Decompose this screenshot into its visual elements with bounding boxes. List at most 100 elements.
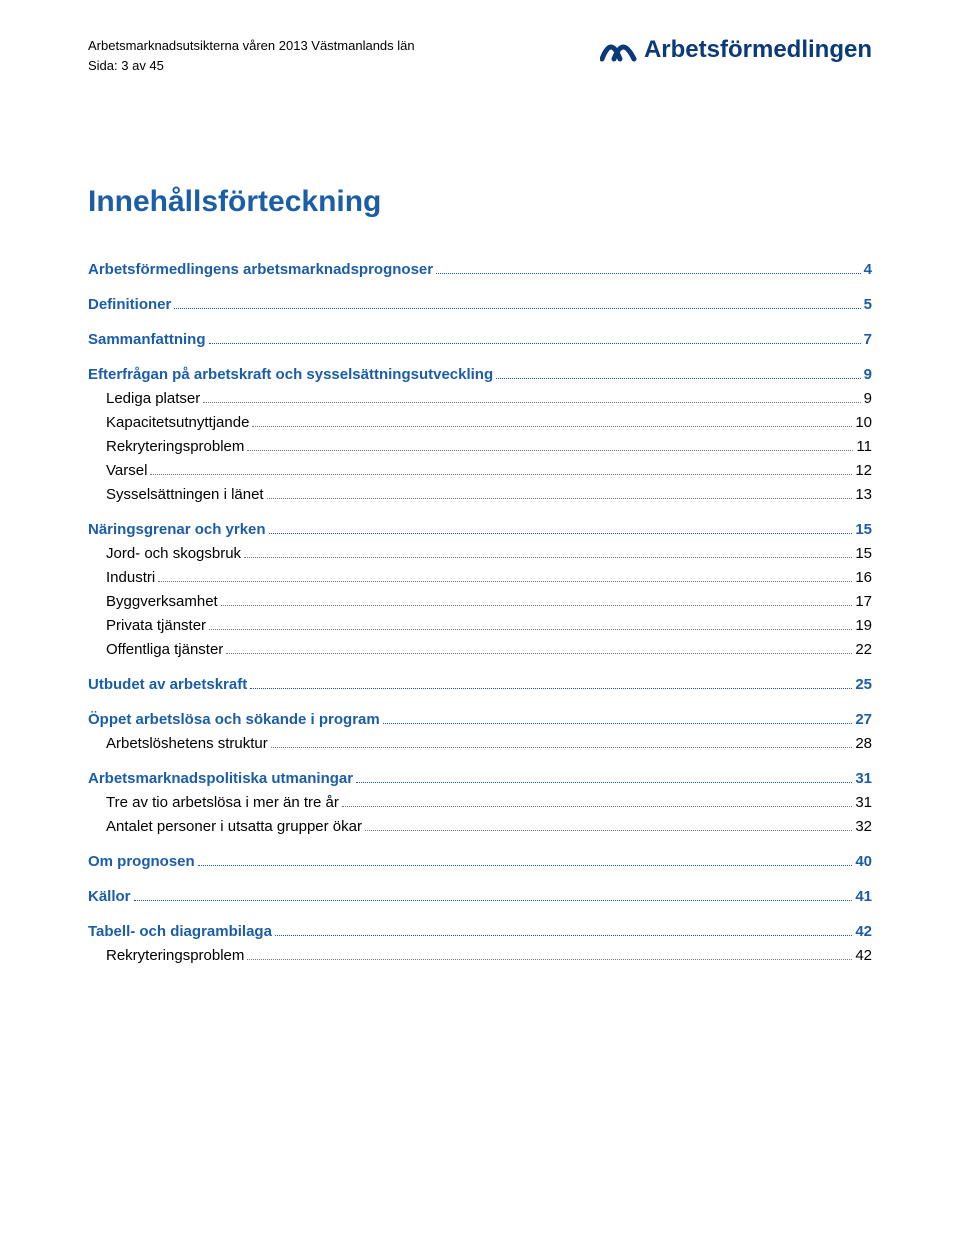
toc-leader-dots [134, 900, 853, 901]
toc-leader-dots [269, 533, 853, 534]
header-left: Arbetsmarknadsutsikterna våren 2013 Väst… [88, 36, 415, 75]
toc-entry-label: Sammanfattning [88, 331, 206, 348]
toc-leader-dots [271, 747, 853, 748]
toc-entry[interactable]: Efterfrågan på arbetskraft och sysselsät… [88, 364, 872, 385]
toc-entry-label: Tabell- och diagrambilaga [88, 923, 272, 940]
toc-entry[interactable]: Arbetslöshetens struktur 28 [106, 733, 872, 754]
toc-entry[interactable]: Arbetsförmedlingens arbetsmarknadsprogno… [88, 259, 872, 280]
toc-entry[interactable]: Definitioner 5 [88, 294, 872, 315]
toc-entry-page: 5 [864, 296, 872, 313]
toc-entry-label: Kapacitetsutnyttjande [106, 414, 249, 431]
page: Arbetsmarknadsutsikterna våren 2013 Väst… [0, 0, 960, 1247]
toc-entry-label: Industri [106, 569, 155, 586]
toc-entry-label: Byggverksamhet [106, 593, 218, 610]
toc-entry-label: Arbetsmarknadspolitiska utmaningar [88, 770, 353, 787]
toc-leader-dots [247, 959, 852, 960]
toc-entry[interactable]: Näringsgrenar och yrken 15 [88, 519, 872, 540]
toc-entry-page: 22 [855, 641, 872, 658]
toc-leader-dots [267, 498, 853, 499]
toc-entry-page: 9 [864, 390, 872, 407]
toc-entry-page: 42 [855, 923, 872, 940]
toc-entry-page: 4 [864, 261, 872, 278]
toc-entry[interactable]: Rekryteringsproblem 11 [106, 436, 872, 457]
toc-entry[interactable]: Tre av tio arbetslösa i mer än tre år 31 [106, 792, 872, 813]
toc-entry[interactable]: Öppet arbetslösa och sökande i program27 [88, 709, 872, 730]
toc-leader-dots [150, 474, 852, 475]
toc-leader-dots [247, 450, 853, 451]
toc-entry-page: 40 [855, 853, 872, 870]
toc-entry-page: 25 [855, 676, 872, 693]
toc-entry[interactable]: Kapacitetsutnyttjande 10 [106, 412, 872, 433]
toc-entry-page: 31 [855, 770, 872, 787]
toc-entry[interactable]: Sysselsättningen i länet 13 [106, 484, 872, 505]
toc-entry-page: 16 [855, 569, 872, 586]
toc-entry[interactable]: Offentliga tjänster 22 [106, 639, 872, 660]
toc-entry-page: 10 [855, 414, 872, 431]
toc-entry[interactable]: Tabell- och diagrambilaga 42 [88, 921, 872, 942]
logo: Arbetsförmedlingen [600, 36, 872, 64]
page-header: Arbetsmarknadsutsikterna våren 2013 Väst… [88, 36, 872, 75]
toc-entry-label: Efterfrågan på arbetskraft och sysselsät… [88, 366, 493, 383]
toc-entry[interactable]: Arbetsmarknadspolitiska utmaningar 31 [88, 768, 872, 789]
toc-entry-label: Definitioner [88, 296, 171, 313]
toc-entry-page: 28 [855, 735, 872, 752]
toc-entry-label: Offentliga tjänster [106, 641, 223, 658]
page-title: Innehållsförteckning [88, 185, 872, 219]
toc-entry-label: Varsel [106, 462, 147, 479]
toc-entry-page: 15 [855, 521, 872, 538]
toc-entry-page: 42 [855, 947, 872, 964]
toc-entry-page: 32 [855, 818, 872, 835]
toc-entry-label: Rekryteringsproblem [106, 438, 244, 455]
toc-entry-page: 41 [855, 888, 872, 905]
toc-leader-dots [436, 273, 861, 274]
toc-leader-dots [356, 782, 852, 783]
toc-entry[interactable]: Källor41 [88, 886, 872, 907]
toc-entry[interactable]: Rekryteringsproblem 42 [106, 945, 872, 966]
toc-entry-label: Arbetslöshetens struktur [106, 735, 268, 752]
logo-text: Arbetsförmedlingen [644, 36, 872, 64]
toc-entry-label: Rekryteringsproblem [106, 947, 244, 964]
toc-entry-label: Tre av tio arbetslösa i mer än tre år [106, 794, 339, 811]
toc-entry[interactable]: Sammanfattning7 [88, 329, 872, 350]
toc-leader-dots [252, 426, 852, 427]
toc-leader-dots [496, 378, 861, 379]
toc-entry[interactable]: Industri 16 [106, 567, 872, 588]
toc-entry-page: 19 [855, 617, 872, 634]
toc-entry-page: 31 [855, 794, 872, 811]
toc-entry-label: Utbudet av arbetskraft [88, 676, 247, 693]
toc-entry-label: Arbetsförmedlingens arbetsmarknadsprogno… [88, 261, 433, 278]
toc-entry-label: Privata tjänster [106, 617, 206, 634]
toc-leader-dots [244, 557, 852, 558]
toc-leader-dots [198, 865, 853, 866]
toc-leader-dots [383, 723, 853, 724]
toc-entry-label: Om prognosen [88, 853, 195, 870]
toc-leader-dots [203, 402, 860, 403]
toc-leader-dots [275, 935, 852, 936]
toc-entry-page: 12 [855, 462, 872, 479]
toc-leader-dots [365, 830, 852, 831]
toc-entry-label: Näringsgrenar och yrken [88, 521, 266, 538]
toc-entry[interactable]: Varsel 12 [106, 460, 872, 481]
toc-leader-dots [158, 581, 852, 582]
toc-leader-dots [174, 308, 860, 309]
toc-entry[interactable]: Privata tjänster 19 [106, 615, 872, 636]
toc-entry-label: Antalet personer i utsatta grupper ökar [106, 818, 362, 835]
toc-entry[interactable]: Antalet personer i utsatta grupper ökar 3… [106, 816, 872, 837]
toc-entry-label: Lediga platser [106, 390, 200, 407]
toc-leader-dots [342, 806, 852, 807]
table-of-contents: Arbetsförmedlingens arbetsmarknadsprogno… [88, 259, 872, 966]
toc-entry[interactable]: Jord- och skogsbruk 15 [106, 543, 872, 564]
toc-leader-dots [209, 629, 852, 630]
toc-entry-page: 27 [855, 711, 872, 728]
toc-entry[interactable]: Byggverksamhet 17 [106, 591, 872, 612]
toc-entry[interactable]: Utbudet av arbetskraft 25 [88, 674, 872, 695]
toc-entry-page: 17 [855, 593, 872, 610]
toc-entry-label: Jord- och skogsbruk [106, 545, 241, 562]
toc-entry-page: 15 [855, 545, 872, 562]
toc-entry-label: Sysselsättningen i länet [106, 486, 264, 503]
toc-entry[interactable]: Lediga platser 9 [106, 388, 872, 409]
toc-entry[interactable]: Om prognosen 40 [88, 851, 872, 872]
toc-entry-page: 11 [856, 438, 872, 455]
toc-leader-dots [226, 653, 852, 654]
toc-entry-page: 13 [855, 486, 872, 503]
